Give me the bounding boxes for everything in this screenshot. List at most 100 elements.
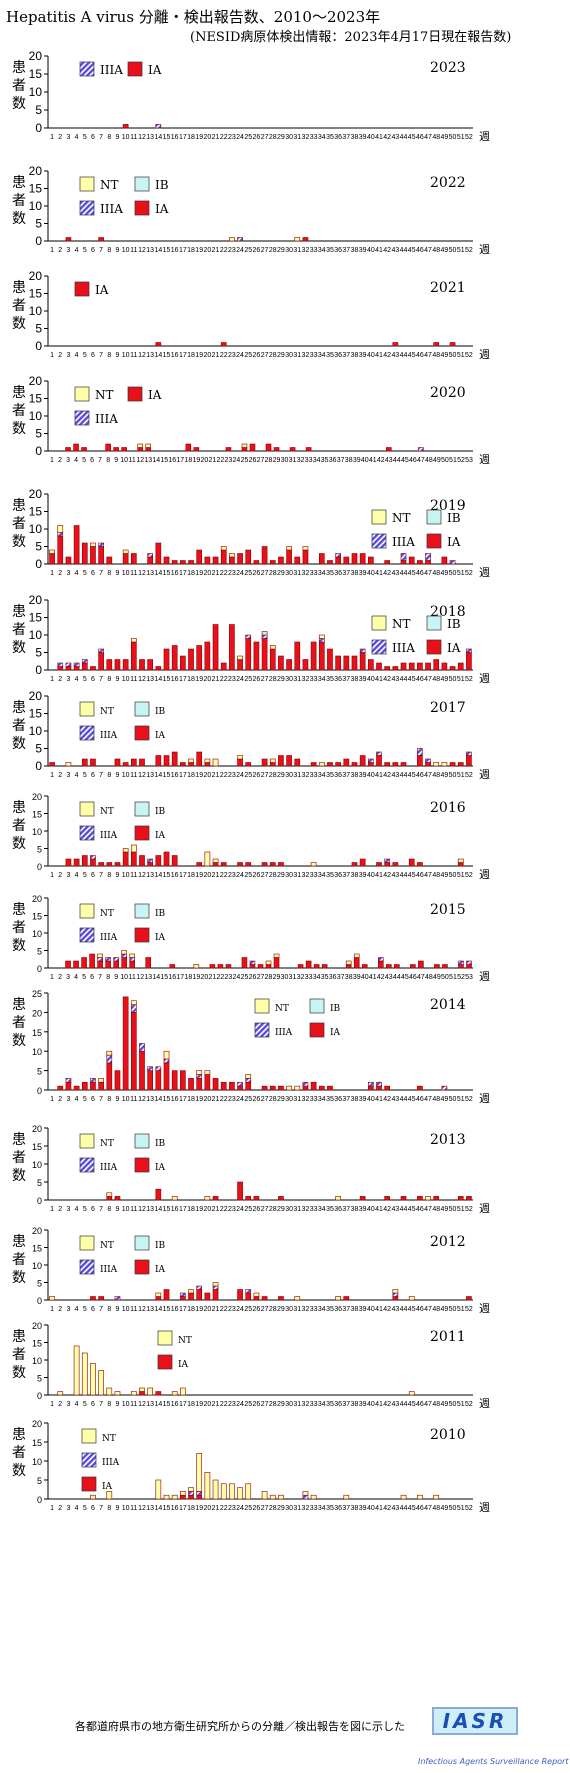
x-tick-label: 24 — [236, 1306, 244, 1313]
bar-NT-week-45 — [408, 1391, 415, 1396]
x-tick-label: 13 — [146, 1306, 154, 1313]
x-tick-label: 30 — [285, 772, 293, 779]
legend-swatch-IA — [134, 927, 150, 943]
x-tick-label: 13 — [146, 247, 154, 254]
x-tick-label: 9 — [116, 676, 120, 683]
bar-IA-week-4 — [73, 443, 79, 452]
bar-IIIA-week-11 — [130, 1004, 137, 1013]
x-tick-label: 20 — [203, 1306, 211, 1313]
x-tick-label: 23 — [228, 1306, 236, 1313]
x-tick-label: 38 — [351, 1206, 359, 1213]
bar-IA-week-34 — [318, 1085, 325, 1091]
bar-IA-week-39 — [359, 755, 366, 767]
x-tick-label: 45 — [408, 1306, 416, 1313]
x-tick-label: 28 — [269, 1306, 277, 1313]
panel-year-label: 2022 — [430, 175, 466, 191]
x-tick-label: 25 — [244, 872, 252, 879]
bar-IA-week-48 — [433, 1196, 440, 1201]
bar-IA-week-37 — [343, 1296, 350, 1301]
bar-NT-week-44 — [400, 1494, 407, 1500]
x-tick-label: 15 — [163, 352, 171, 359]
panel-year-label: 2012 — [430, 1234, 466, 1250]
x-tick-label: 16 — [171, 247, 179, 254]
x-tick-label: 6 — [90, 457, 94, 464]
bar-IIIA-week-42 — [377, 957, 384, 962]
bar-NT-week-18 — [188, 1289, 194, 1294]
x-tick-label: 17 — [179, 676, 187, 683]
bar-IA-week-4 — [73, 666, 80, 671]
x-tick-label: 27 — [261, 247, 269, 254]
bar-NT-week-48 — [433, 1494, 440, 1500]
x-tick-label: 39 — [359, 772, 367, 779]
bar-IA-week-28 — [269, 648, 276, 671]
bar-IA-week-51 — [457, 662, 464, 671]
x-tick-label: 48 — [432, 872, 440, 879]
y-tick-label: 10 — [29, 522, 43, 536]
x-tick-label: 47 — [424, 570, 432, 577]
x-tick-label: 4 — [75, 1206, 79, 1213]
bar-IA-week-17 — [180, 1070, 186, 1091]
x-tick-label: 29 — [277, 772, 285, 779]
legend-label-IB: IB — [447, 617, 461, 631]
bar-IA-week-16 — [171, 751, 178, 767]
x-tick-label: 38 — [351, 872, 359, 879]
y-axis-label: 患 — [12, 1329, 26, 1345]
x-tick-label: 4 — [75, 772, 79, 779]
bar-NT-week-24 — [237, 655, 243, 660]
x-axis-unit: 週 — [479, 130, 490, 143]
legend-swatch-IIIA — [254, 1022, 270, 1038]
legend-swatch-IIIA — [74, 410, 90, 426]
bar-IA-week-36 — [335, 762, 341, 767]
bar-NT-week-34 — [318, 762, 325, 767]
y-tick-label: 15 — [29, 611, 43, 625]
x-tick-label: 16 — [168, 974, 176, 981]
bar-IA-week-18 — [188, 1078, 194, 1091]
legend-swatch-NT — [371, 509, 387, 525]
bar-IA-week-27 — [261, 1296, 268, 1301]
y-tick-label: 0 — [37, 862, 42, 872]
bar-IA-week-9 — [114, 659, 121, 671]
x-tick-label: 47 — [424, 772, 432, 779]
x-tick-label: 29 — [277, 676, 285, 683]
x-tick-label: 12 — [138, 570, 146, 577]
x-axis-unit: 週 — [479, 566, 490, 579]
legend-swatch-IB — [134, 701, 150, 717]
x-tick-label: 17 — [176, 974, 184, 981]
x-tick-label: 44 — [400, 570, 408, 577]
legend-swatch-IA — [426, 533, 442, 549]
x-tick-label: 30 — [281, 974, 289, 981]
bar-NT-week-39 — [353, 953, 360, 958]
x-tick-label: 28 — [269, 570, 277, 577]
x-tick-label: 36 — [329, 974, 337, 981]
bar-IIIA-week-19 — [196, 1285, 203, 1290]
bar-IA-week-9 — [113, 447, 119, 452]
x-tick-label: 17 — [179, 1206, 187, 1213]
bar-IA-week-33 — [310, 1081, 317, 1091]
x-tick-label: 31 — [293, 772, 301, 779]
bar-IIIA-week-40 — [368, 1081, 374, 1087]
bar-IA-week-11 — [130, 758, 137, 767]
x-tick-label: 25 — [241, 974, 249, 981]
x-tick-label: 8 — [107, 1096, 111, 1103]
x-tick-label: 47 — [424, 676, 432, 683]
bar-IA-week-6 — [90, 858, 96, 867]
legend-label-NT: NT — [100, 1241, 114, 1251]
bar-IA-week-52 — [458, 964, 464, 969]
x-tick-label: 8 — [107, 247, 111, 254]
x-tick-label: 1 — [50, 1096, 54, 1103]
bar-IB-week-27 — [261, 631, 268, 636]
x-tick-label: 47 — [424, 1306, 432, 1313]
bar-IA-week-31 — [289, 447, 296, 452]
x-tick-label: 6 — [91, 872, 95, 879]
x-tick-label: 6 — [91, 1306, 95, 1313]
x-tick-label: 9 — [114, 974, 118, 981]
bar-IA-week-43 — [392, 862, 399, 867]
bar-IA-week-46 — [410, 964, 416, 969]
x-tick-label: 28 — [269, 772, 277, 779]
bar-IA-week-38 — [345, 964, 352, 969]
x-tick-label: 2 — [58, 1401, 62, 1408]
y-axis-label: 数 — [12, 640, 26, 656]
x-tick-label: 36 — [334, 1401, 342, 1408]
